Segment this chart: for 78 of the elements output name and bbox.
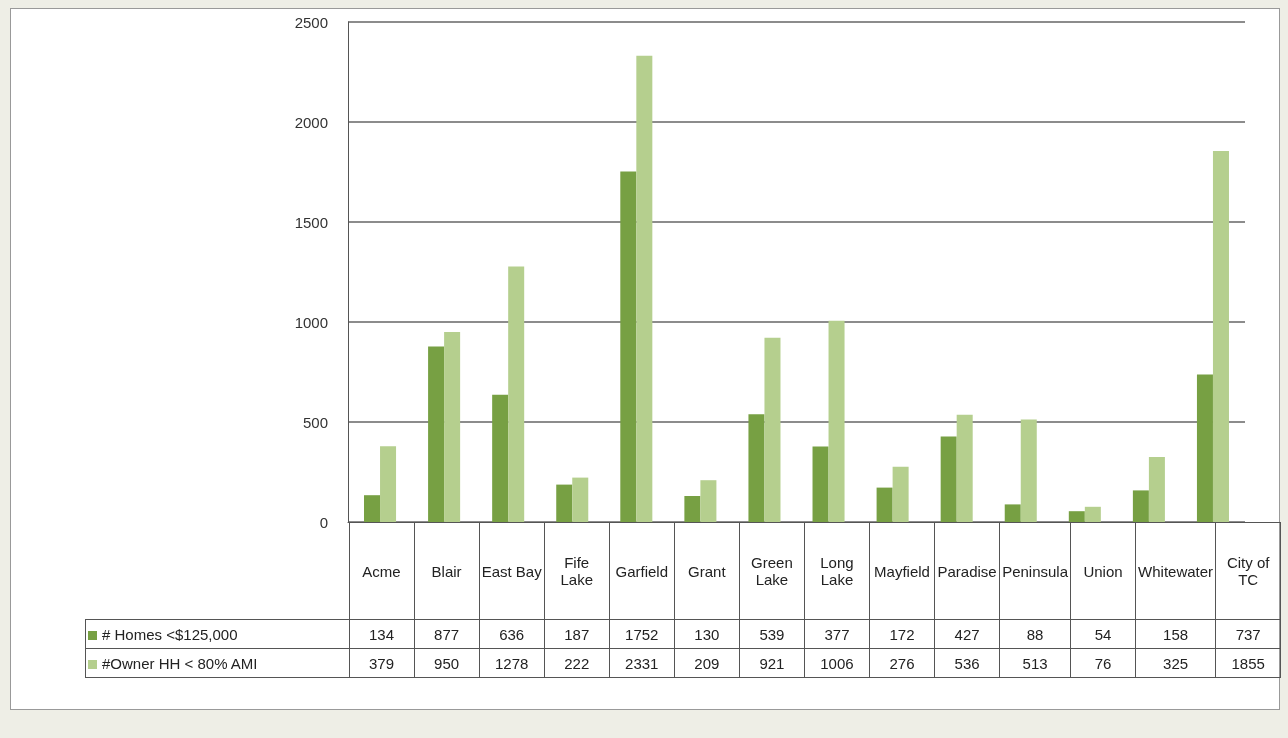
bar [1004, 504, 1021, 522]
x-tick-label: Blair [414, 522, 480, 620]
bar [940, 436, 957, 522]
x-tick-label: Paradise [934, 522, 1000, 620]
data-label: 737 [1215, 619, 1281, 649]
bar [428, 346, 445, 522]
legend-label: #Owner HH < 80% AMI [85, 648, 349, 678]
y-tick-label: 1500 [294, 213, 328, 231]
bar [508, 266, 525, 522]
data-label: 1752 [609, 619, 675, 649]
data-label: 1855 [1215, 648, 1281, 678]
bar [492, 394, 509, 522]
bar [684, 496, 701, 522]
y-tick-label: 0 [319, 513, 328, 531]
data-label: 379 [349, 648, 415, 678]
bar [636, 55, 653, 522]
y-tick-label: 1000 [294, 313, 328, 331]
data-label: 130 [674, 619, 740, 649]
bar [876, 487, 893, 522]
x-tick-label: Acme [349, 522, 415, 620]
data-label: 377 [804, 619, 870, 649]
data-label: 636 [479, 619, 545, 649]
bar [828, 320, 845, 522]
bar [1196, 374, 1213, 522]
data-label: 536 [934, 648, 1000, 678]
x-tick-label: East Bay [479, 522, 545, 620]
bar [748, 414, 765, 522]
bar [764, 337, 781, 522]
data-label: 427 [934, 619, 1000, 649]
bar [620, 171, 637, 522]
legend-label: # Homes <$125,000 [85, 619, 349, 649]
x-tick-label: Fife Lake [544, 522, 610, 620]
data-label: 76 [1070, 648, 1136, 678]
y-tick-label: 2000 [294, 113, 328, 131]
bar [556, 484, 573, 522]
bar [1132, 490, 1149, 522]
bar [380, 446, 397, 522]
bar [1212, 151, 1229, 522]
data-label: 921 [739, 648, 805, 678]
data-label: 877 [414, 619, 480, 649]
x-tick-label: Mayfield [869, 522, 935, 620]
data-label: 158 [1135, 619, 1216, 649]
bar [1068, 511, 1085, 522]
data-label: 187 [544, 619, 610, 649]
bar [812, 446, 829, 522]
x-tick-label: Grant [674, 522, 740, 620]
data-label: 1278 [479, 648, 545, 678]
bar [572, 477, 589, 522]
x-tick-label: City of TC [1215, 522, 1281, 620]
x-tick-label: Garfield [609, 522, 675, 620]
bar [892, 466, 909, 522]
bar [700, 480, 717, 522]
data-label: 222 [544, 648, 610, 678]
y-tick-label: 2500 [294, 13, 328, 31]
bar [364, 495, 381, 522]
data-label: 539 [739, 619, 805, 649]
x-tick-label: Whitewater [1135, 522, 1216, 620]
x-tick-label: Long Lake [804, 522, 870, 620]
data-label: 2331 [609, 648, 675, 678]
data-label: 54 [1070, 619, 1136, 649]
data-label: 950 [414, 648, 480, 678]
x-tick-label: Green Lake [739, 522, 805, 620]
bar [1084, 506, 1101, 522]
data-label: 134 [349, 619, 415, 649]
bar [444, 332, 461, 522]
bar [1020, 419, 1037, 522]
data-label: 325 [1135, 648, 1216, 678]
data-label: 209 [674, 648, 740, 678]
x-tick-label: Union [1070, 522, 1136, 620]
data-label: 1006 [804, 648, 870, 678]
y-tick-label: 500 [302, 413, 328, 431]
bar [956, 414, 973, 522]
x-tick-label: Peninsula [999, 522, 1071, 620]
data-label: 88 [999, 619, 1071, 649]
data-label: 513 [999, 648, 1071, 678]
bar [1148, 457, 1165, 522]
data-label: 172 [869, 619, 935, 649]
data-label: 276 [869, 648, 935, 678]
